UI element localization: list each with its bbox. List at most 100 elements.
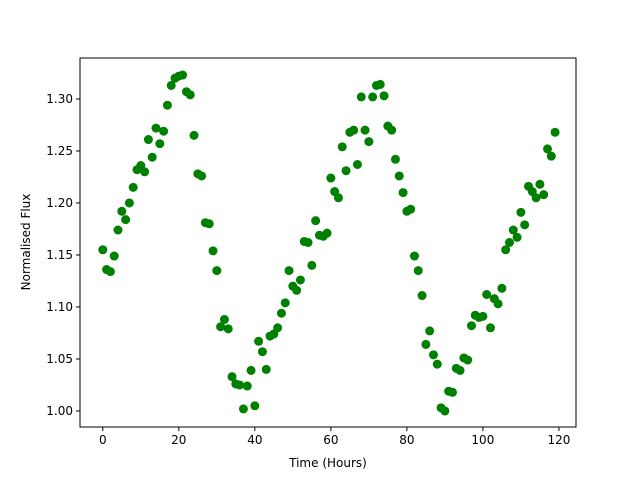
point — [394, 171, 404, 181]
y-tick-label: 1.30 — [46, 92, 73, 106]
point — [208, 246, 218, 256]
x-tick-label: 0 — [99, 433, 107, 447]
point — [166, 80, 176, 90]
point — [333, 193, 343, 203]
point — [204, 219, 214, 229]
point — [493, 299, 503, 309]
point — [128, 182, 138, 192]
point — [406, 204, 416, 214]
x-tick-label: 80 — [399, 433, 414, 447]
point — [409, 251, 419, 261]
point — [542, 144, 552, 154]
point — [140, 167, 150, 177]
point — [284, 266, 294, 276]
point — [212, 266, 222, 276]
y-tick-label: 1.10 — [46, 300, 73, 314]
point — [497, 283, 507, 293]
point — [368, 92, 378, 102]
point — [390, 154, 400, 164]
y-tick-label: 1.20 — [46, 196, 73, 210]
point — [303, 238, 313, 247]
point — [501, 245, 511, 255]
x-tick-label: 20 — [171, 433, 186, 447]
point — [512, 232, 522, 242]
point — [295, 275, 305, 285]
point — [539, 190, 549, 200]
point — [425, 326, 435, 336]
x-axis-label: Time (Hours) — [288, 456, 367, 470]
point — [413, 266, 423, 276]
y-tick-label: 1.25 — [46, 144, 73, 158]
point — [508, 225, 518, 235]
point — [337, 142, 347, 152]
y-tick-label: 1.05 — [46, 352, 73, 366]
x-tick-label: 40 — [247, 433, 262, 447]
point — [124, 198, 134, 208]
x-tick-label: 120 — [547, 433, 570, 447]
point — [326, 173, 336, 183]
point — [147, 152, 157, 162]
x-tick-label: 100 — [471, 433, 494, 447]
point — [482, 290, 492, 300]
point — [216, 322, 226, 332]
point — [447, 387, 457, 397]
x-tick-label: 60 — [323, 433, 338, 447]
point — [121, 215, 131, 225]
point — [356, 92, 366, 102]
point — [189, 130, 199, 140]
point — [98, 245, 108, 255]
point — [223, 324, 233, 334]
point — [109, 251, 119, 261]
point — [155, 139, 165, 149]
point — [307, 260, 317, 270]
point — [117, 206, 127, 216]
point — [280, 298, 290, 308]
point — [311, 216, 321, 226]
point — [455, 365, 465, 375]
point — [178, 70, 188, 80]
point — [440, 406, 450, 416]
point — [105, 267, 115, 277]
point — [387, 125, 397, 135]
point — [463, 355, 473, 365]
point — [197, 171, 207, 181]
point — [520, 220, 530, 230]
point — [219, 314, 229, 324]
point — [341, 166, 351, 176]
point — [352, 159, 362, 169]
point — [478, 311, 488, 321]
point — [432, 359, 442, 369]
point — [235, 380, 245, 390]
point — [364, 137, 374, 147]
point — [257, 347, 267, 357]
point — [379, 91, 389, 101]
point — [417, 291, 427, 301]
point — [292, 285, 302, 295]
point — [375, 79, 385, 89]
y-tick-label: 1.15 — [46, 248, 73, 262]
point — [250, 401, 260, 411]
point — [466, 321, 476, 331]
point — [421, 339, 431, 349]
axes-frame — [79, 57, 577, 428]
point — [360, 125, 370, 135]
point — [113, 225, 123, 235]
point — [516, 207, 526, 217]
y-tick-label: 1.00 — [46, 404, 73, 418]
point — [159, 126, 169, 136]
point — [535, 179, 545, 189]
point — [276, 308, 286, 318]
point — [254, 336, 264, 346]
point — [273, 323, 283, 333]
point — [261, 364, 271, 374]
point — [531, 193, 541, 203]
point — [504, 238, 514, 247]
point — [322, 228, 332, 238]
point — [238, 404, 248, 414]
point — [485, 323, 495, 333]
point — [143, 135, 153, 145]
point — [151, 123, 161, 133]
y-axis-label: Normalised Flux — [19, 194, 33, 291]
point — [398, 188, 408, 198]
